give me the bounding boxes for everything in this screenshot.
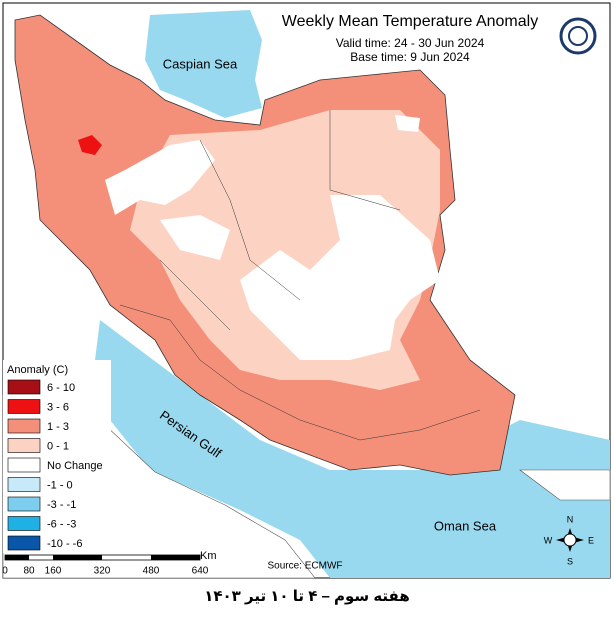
scale-tick-label: 640 bbox=[192, 566, 209, 577]
legend-label: -6 - -3 bbox=[47, 518, 76, 530]
compass-e: E bbox=[588, 535, 594, 545]
scale-tick-label: 480 bbox=[143, 566, 160, 577]
legend: 6 - 10 3 - 6 1 - 3 0 - 1 No Change -1 - 0 -3 -… bbox=[7, 379, 103, 551]
no-change-area bbox=[160, 215, 230, 260]
oman-land bbox=[519, 469, 611, 501]
legend-swatch bbox=[7, 418, 41, 434]
legend-label: -10 - -6 bbox=[47, 538, 82, 550]
oman-label: Oman Sea bbox=[434, 518, 497, 533]
legend-swatch bbox=[7, 477, 41, 492]
title: Weekly Mean Temperature Anomaly bbox=[282, 13, 538, 30]
legend-swatch bbox=[7, 438, 41, 453]
scale-bar: 0 80 160 320 480 640 bbox=[2, 554, 209, 577]
caspian-sea bbox=[145, 10, 262, 118]
province-border bbox=[119, 304, 481, 441]
legend-label: -3 - -1 bbox=[47, 499, 76, 511]
legend-swatch bbox=[7, 399, 41, 414]
no-change-area bbox=[395, 115, 420, 132]
legend-label: 6 - 10 bbox=[47, 382, 75, 394]
legend-label: 3 - 6 bbox=[47, 401, 69, 413]
scale-unit: Km bbox=[200, 550, 217, 562]
legend-swatch bbox=[7, 516, 41, 531]
scale-tick-label: 0 bbox=[2, 566, 8, 577]
legend-label: -1 - 0 bbox=[47, 479, 73, 491]
legend-title: Anomaly (C) bbox=[7, 364, 68, 376]
scale-tick-label: 160 bbox=[45, 566, 62, 577]
legend-swatch bbox=[7, 457, 41, 473]
province-border bbox=[159, 110, 401, 331]
compass-n: N bbox=[567, 514, 574, 524]
legend-label: No Change bbox=[47, 460, 103, 472]
valid-time: Valid time: 24 - 30 Jun 2024 bbox=[336, 36, 485, 50]
caspian-label: Caspian Sea bbox=[163, 56, 238, 71]
legend-swatch bbox=[7, 379, 41, 395]
hot-spot bbox=[78, 135, 102, 155]
southern-sea bbox=[95, 320, 610, 578]
compass-s: S bbox=[567, 556, 573, 566]
compass-w: W bbox=[544, 535, 553, 545]
scale-tick-label: 80 bbox=[23, 566, 35, 577]
compass bbox=[556, 528, 584, 552]
legend-swatch bbox=[7, 535, 41, 551]
base-time: Base time: 9 Jun 2024 bbox=[350, 50, 470, 64]
legend-swatch bbox=[7, 496, 41, 512]
no-change-area bbox=[240, 195, 440, 360]
logo bbox=[559, 17, 597, 55]
legend-label: 1 - 3 bbox=[47, 421, 69, 433]
no-change-area bbox=[105, 140, 215, 215]
caption: هفته سوم – ۴ تا ۱۰ تیر ۱۴۰۳ bbox=[204, 588, 410, 605]
scale-tick-label: 320 bbox=[94, 566, 111, 577]
legend-label: 0 - 1 bbox=[47, 440, 69, 452]
source: Source: ECMWF bbox=[267, 561, 342, 572]
